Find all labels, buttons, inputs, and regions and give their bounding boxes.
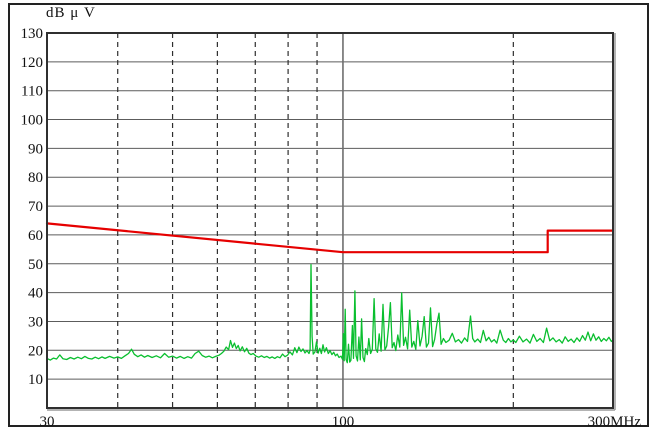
y-tick-label: 110 bbox=[21, 84, 43, 100]
x-tick-label: 30 bbox=[40, 414, 55, 430]
y-tick-label: 80 bbox=[28, 170, 43, 186]
y-tick-label: 120 bbox=[21, 55, 44, 71]
x-tick-label: 300MHz bbox=[588, 414, 642, 430]
y-tick-label: 40 bbox=[28, 286, 43, 302]
y-tick-label: 10 bbox=[28, 372, 43, 388]
y-tick-label: 130 bbox=[21, 26, 44, 42]
y-tick-label: 30 bbox=[28, 314, 43, 330]
y-tick-label: 90 bbox=[28, 141, 43, 157]
y-tick-label: 100 bbox=[21, 113, 44, 129]
x-tick-label: 100 bbox=[332, 414, 355, 430]
y-tick-label: 50 bbox=[28, 257, 43, 273]
y-tick-label: 60 bbox=[28, 228, 43, 244]
y-tick-label: 70 bbox=[28, 199, 43, 215]
y-tick-label: 20 bbox=[28, 343, 43, 359]
plot-border bbox=[46, 32, 614, 409]
limit-line bbox=[45, 222, 615, 254]
emission-trace bbox=[46, 263, 614, 364]
y-axis-unit-label: dB μ V bbox=[46, 5, 96, 21]
